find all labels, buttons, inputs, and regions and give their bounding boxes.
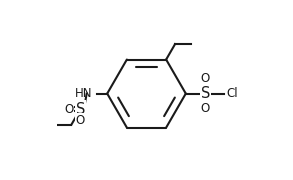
Text: O: O <box>64 103 74 116</box>
Text: S: S <box>201 86 210 101</box>
Text: Cl: Cl <box>226 87 238 100</box>
Text: O: O <box>76 114 85 127</box>
Text: O: O <box>201 72 210 85</box>
Text: HN: HN <box>74 87 92 100</box>
Text: S: S <box>76 102 85 116</box>
Text: O: O <box>201 102 210 115</box>
